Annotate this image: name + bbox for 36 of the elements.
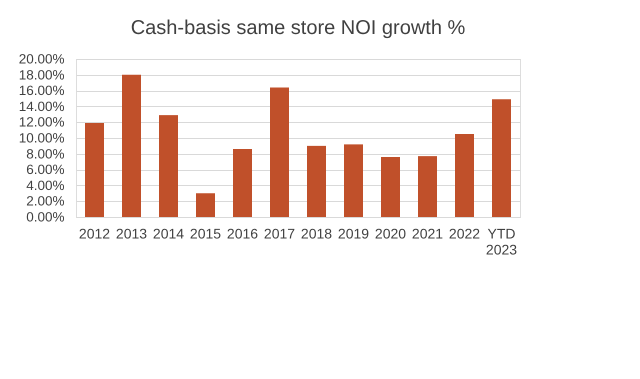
y-tick-label: 12.00% — [18, 114, 64, 130]
x-tick-label: 2016 — [226, 226, 258, 242]
bar — [381, 156, 400, 217]
y-tick-label: 8.00% — [26, 146, 64, 162]
y-tick-label: 0.00% — [26, 210, 64, 224]
bar — [455, 134, 474, 217]
y-tick-label: 14.00% — [18, 98, 64, 114]
x-tick-label: 2013 — [116, 226, 148, 242]
y-tick-label: 10.00% — [18, 130, 64, 146]
x-tick-label: 2019 — [338, 226, 370, 242]
bar — [85, 122, 104, 217]
x-tick-label: 2022 — [448, 226, 480, 242]
bar — [159, 115, 178, 217]
y-tick-label: 20.00% — [18, 52, 64, 66]
bar — [418, 156, 437, 217]
x-tick-label: YTD 2023 — [486, 226, 518, 258]
x-tick-label: 2017 — [264, 226, 296, 242]
bar — [344, 144, 363, 217]
x-tick-label: 2015 — [190, 226, 222, 242]
y-tick-label: 18.00% — [18, 67, 64, 82]
bar — [233, 149, 252, 217]
bar — [307, 146, 326, 217]
y-tick-label: 6.00% — [26, 162, 64, 178]
bar — [196, 193, 215, 217]
bar — [492, 99, 511, 217]
x-tick-label: 2018 — [300, 226, 332, 242]
x-tick-label: 2012 — [78, 226, 110, 242]
y-tick-label: 4.00% — [26, 178, 64, 193]
x-tick-label: 2020 — [374, 226, 406, 242]
bar — [122, 74, 141, 217]
x-tick-label: 2014 — [152, 226, 184, 242]
y-tick-label: 16.00% — [18, 83, 64, 98]
chart-title: Cash-basis same store NOI growth % — [130, 17, 466, 39]
x-tick-label: 2021 — [412, 226, 444, 242]
bar — [270, 87, 289, 217]
y-tick-label: 2.00% — [26, 194, 64, 209]
